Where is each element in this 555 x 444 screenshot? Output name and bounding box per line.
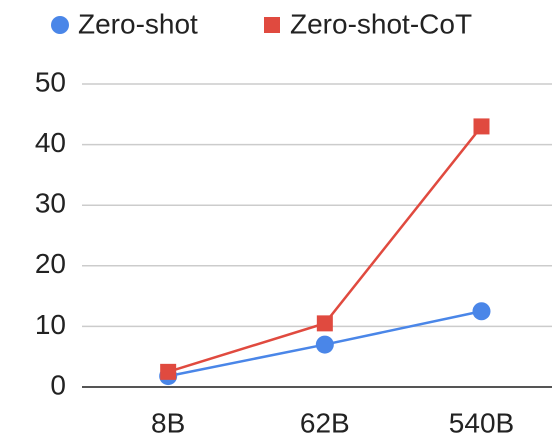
marker [160,363,177,380]
marker [473,118,490,135]
x-tick-label: 8B [151,407,185,438]
legend-label: Zero-shot-CoT [290,8,472,39]
y-tick-label: 0 [50,369,66,400]
y-tick-label: 30 [35,188,66,219]
legend-marker [51,16,69,34]
x-tick-label: 540B [449,407,514,438]
y-tick-label: 50 [35,66,66,97]
x-tick-label: 62B [300,407,350,438]
legend-label: Zero-shot [78,8,198,39]
y-tick-label: 20 [35,248,66,279]
marker [472,302,491,321]
y-tick-label: 10 [35,309,66,340]
legend-marker [264,17,280,33]
marker [315,335,334,354]
series-line [167,125,483,374]
marker [316,315,333,332]
y-tick-label: 40 [35,127,66,158]
